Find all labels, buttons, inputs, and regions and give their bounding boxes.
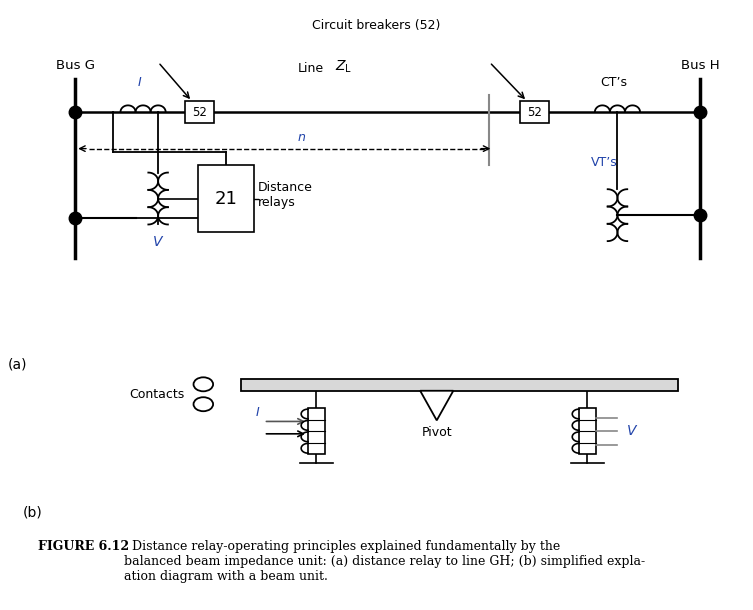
Circle shape <box>194 378 213 391</box>
Text: Circuit breakers (52): Circuit breakers (52) <box>312 19 441 32</box>
Bar <box>185 101 214 123</box>
Text: VT’s: VT’s <box>591 156 618 168</box>
Polygon shape <box>420 391 453 420</box>
Text: (b): (b) <box>23 506 42 520</box>
Text: V: V <box>154 235 163 249</box>
Text: Contacts: Contacts <box>130 388 184 401</box>
Bar <box>197 165 254 232</box>
Bar <box>308 408 325 454</box>
Text: Pivot: Pivot <box>422 426 452 439</box>
Text: 52: 52 <box>192 106 207 118</box>
Bar <box>520 101 549 123</box>
Text: V: V <box>626 424 636 438</box>
Text: Distance relay-operating principles explained fundamentally by the
balanced beam: Distance relay-operating principles expl… <box>124 540 645 583</box>
Text: 21: 21 <box>215 190 237 207</box>
Text: CT’s: CT’s <box>600 76 627 88</box>
Text: FIGURE 6.12: FIGURE 6.12 <box>38 540 129 553</box>
Bar <box>241 379 678 391</box>
Text: n: n <box>297 131 305 144</box>
Text: Distance
relays: Distance relays <box>258 181 312 209</box>
Bar <box>579 408 596 454</box>
Text: I: I <box>138 76 141 88</box>
Circle shape <box>194 397 213 411</box>
Text: (a): (a) <box>8 357 27 371</box>
Text: I: I <box>256 406 260 418</box>
Text: 52: 52 <box>527 106 542 118</box>
Text: $Z_\mathregular{L}$: $Z_\mathregular{L}$ <box>335 59 352 76</box>
Text: Line: Line <box>297 62 324 76</box>
Text: Bus H: Bus H <box>681 59 720 72</box>
Text: Bus G: Bus G <box>56 59 95 72</box>
